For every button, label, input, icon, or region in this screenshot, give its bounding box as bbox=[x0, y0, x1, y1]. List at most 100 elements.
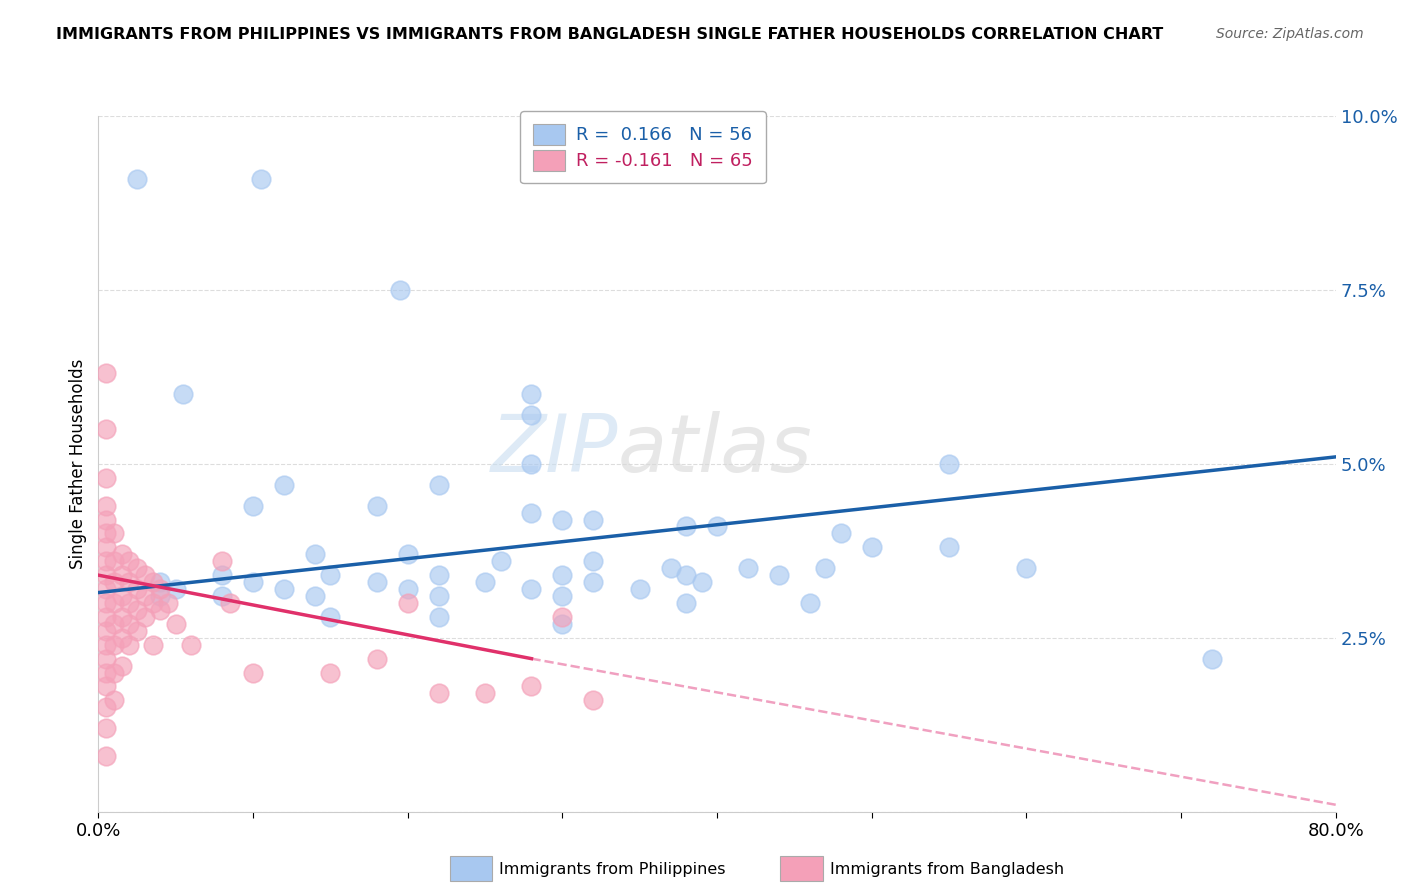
Point bbox=[242, 665, 264, 680]
Point bbox=[149, 603, 172, 617]
Point bbox=[96, 554, 118, 568]
Point bbox=[211, 554, 233, 568]
Point bbox=[1201, 651, 1223, 665]
Point bbox=[141, 638, 165, 652]
Point bbox=[111, 568, 132, 582]
Text: Immigrants from Bangladesh: Immigrants from Bangladesh bbox=[830, 863, 1064, 877]
Point bbox=[127, 603, 149, 617]
Point bbox=[103, 665, 125, 680]
Point bbox=[799, 596, 821, 610]
Point bbox=[304, 589, 326, 603]
Point bbox=[103, 575, 125, 590]
Point bbox=[427, 589, 450, 603]
Point bbox=[551, 512, 574, 526]
Point bbox=[134, 589, 156, 603]
Point bbox=[814, 561, 837, 575]
Point bbox=[366, 575, 388, 590]
Point bbox=[250, 171, 273, 186]
Point bbox=[551, 589, 574, 603]
Point bbox=[273, 582, 295, 596]
Point bbox=[582, 693, 605, 707]
Point bbox=[706, 519, 728, 533]
Point bbox=[96, 499, 118, 513]
Point bbox=[520, 387, 543, 401]
Point bbox=[551, 610, 574, 624]
Point bbox=[319, 665, 342, 680]
Point bbox=[127, 582, 149, 596]
Point bbox=[172, 387, 194, 401]
Point bbox=[737, 561, 759, 575]
Point bbox=[219, 596, 242, 610]
Point bbox=[474, 575, 496, 590]
Point bbox=[860, 541, 883, 555]
Point bbox=[141, 575, 165, 590]
Point bbox=[582, 575, 605, 590]
Point bbox=[427, 686, 450, 700]
Point bbox=[103, 638, 125, 652]
Point bbox=[149, 575, 172, 590]
Point bbox=[134, 568, 156, 582]
Point bbox=[427, 477, 450, 491]
Point bbox=[319, 568, 342, 582]
Point bbox=[149, 589, 172, 603]
Point bbox=[366, 499, 388, 513]
Point bbox=[551, 568, 574, 582]
Point bbox=[103, 693, 125, 707]
Point bbox=[427, 610, 450, 624]
Point bbox=[211, 589, 233, 603]
Point bbox=[96, 582, 118, 596]
Point bbox=[127, 171, 149, 186]
Point bbox=[520, 506, 543, 520]
Point bbox=[165, 616, 187, 631]
Point bbox=[96, 596, 118, 610]
Point bbox=[938, 457, 960, 471]
Legend: R =  0.166   N = 56, R = -0.161   N = 65: R = 0.166 N = 56, R = -0.161 N = 65 bbox=[520, 112, 765, 184]
Point bbox=[96, 471, 118, 485]
Point bbox=[474, 686, 496, 700]
Point bbox=[118, 554, 141, 568]
Point bbox=[520, 457, 543, 471]
Point bbox=[675, 519, 697, 533]
Point bbox=[830, 526, 852, 541]
Point bbox=[520, 680, 543, 694]
Point bbox=[111, 631, 132, 645]
Point bbox=[551, 616, 574, 631]
Text: Immigrants from Philippines: Immigrants from Philippines bbox=[499, 863, 725, 877]
Point bbox=[118, 638, 141, 652]
Point bbox=[157, 596, 180, 610]
Point bbox=[111, 610, 132, 624]
Point bbox=[96, 665, 118, 680]
Point bbox=[134, 610, 156, 624]
Point bbox=[659, 561, 682, 575]
Point bbox=[304, 547, 326, 561]
Point bbox=[96, 651, 118, 665]
Point bbox=[675, 596, 697, 610]
Point bbox=[96, 680, 118, 694]
Point bbox=[96, 422, 118, 436]
Point bbox=[103, 616, 125, 631]
Point bbox=[1015, 561, 1038, 575]
Point bbox=[366, 651, 388, 665]
Point bbox=[111, 658, 132, 673]
Point bbox=[396, 582, 419, 596]
Point bbox=[582, 512, 605, 526]
Point bbox=[96, 367, 118, 381]
Point bbox=[111, 589, 132, 603]
Point bbox=[938, 541, 960, 555]
Point bbox=[675, 568, 697, 582]
Point bbox=[520, 582, 543, 596]
Point bbox=[388, 283, 412, 297]
Text: Source: ZipAtlas.com: Source: ZipAtlas.com bbox=[1216, 27, 1364, 41]
Point bbox=[165, 582, 187, 596]
Point bbox=[103, 526, 125, 541]
Point bbox=[141, 596, 165, 610]
Point bbox=[690, 575, 713, 590]
Point bbox=[396, 596, 419, 610]
Point bbox=[118, 596, 141, 610]
Point bbox=[96, 700, 118, 714]
Text: atlas: atlas bbox=[619, 411, 813, 489]
Point bbox=[127, 624, 149, 638]
Point bbox=[103, 554, 125, 568]
Point bbox=[96, 749, 118, 764]
Point bbox=[96, 638, 118, 652]
